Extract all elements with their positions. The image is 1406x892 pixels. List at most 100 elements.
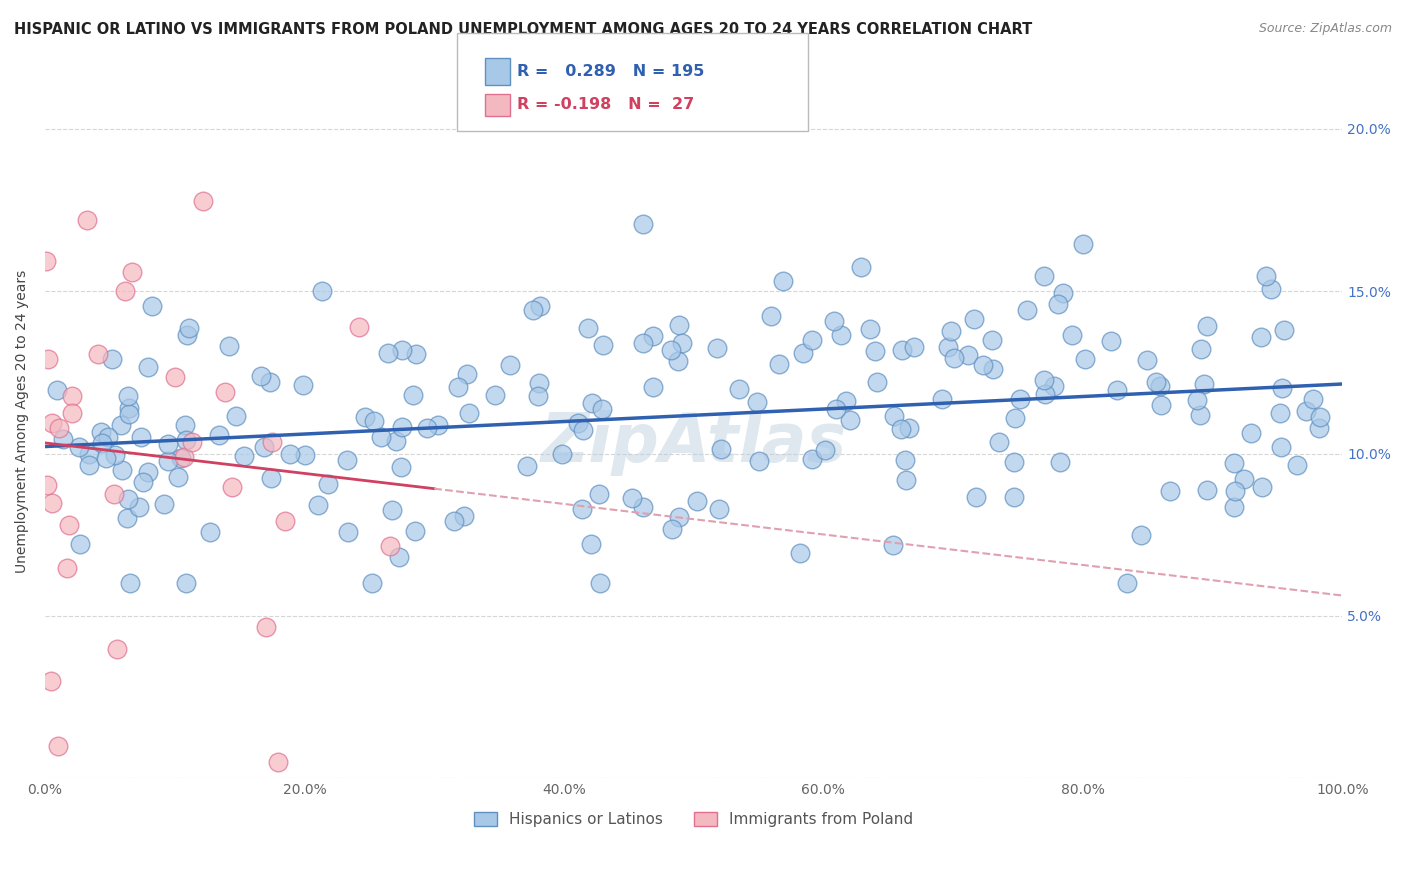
Point — [141, 299, 163, 313]
Point — [939, 324, 962, 338]
Point — [1250, 480, 1272, 494]
Point — [1071, 237, 1094, 252]
Point — [1272, 322, 1295, 336]
Point — [174, 417, 197, 432]
Point — [747, 395, 769, 409]
Point — [1150, 398, 1173, 412]
Point — [138, 465, 160, 479]
Point — [1144, 375, 1167, 389]
Point — [37, 352, 59, 367]
Point — [728, 383, 751, 397]
Legend: Hispanics or Latinos, Immigrants from Poland: Hispanics or Latinos, Immigrants from Po… — [467, 805, 921, 835]
Point — [60, 389, 83, 403]
Point — [527, 389, 550, 403]
Point — [174, 576, 197, 591]
Point — [91, 436, 114, 450]
Point — [581, 396, 603, 410]
Point — [363, 414, 385, 428]
Point — [1035, 386, 1057, 401]
Point — [1185, 393, 1208, 408]
Point — [768, 357, 790, 371]
Point — [118, 401, 141, 415]
Point — [1223, 484, 1246, 499]
Point — [426, 418, 449, 433]
Point — [1254, 268, 1277, 283]
Point — [1043, 379, 1066, 393]
Point — [962, 312, 984, 326]
Point — [121, 265, 143, 279]
Point — [218, 338, 240, 352]
Point — [94, 450, 117, 465]
Point — [117, 491, 139, 506]
Point — [105, 642, 128, 657]
Point — [174, 433, 197, 447]
Point — [110, 417, 132, 432]
Point — [156, 437, 179, 451]
Point — [336, 525, 359, 540]
Point — [37, 478, 59, 492]
Point — [631, 500, 654, 514]
Point — [1302, 392, 1324, 406]
Point — [1195, 318, 1218, 333]
Point — [34, 254, 56, 268]
Point — [981, 333, 1004, 347]
Point — [588, 487, 610, 501]
Point — [52, 432, 75, 446]
Point — [46, 739, 69, 753]
Point — [336, 452, 359, 467]
Point — [1189, 409, 1212, 423]
Point — [232, 449, 254, 463]
Point — [1107, 383, 1129, 397]
Point — [792, 346, 814, 360]
Point — [581, 537, 603, 551]
Point — [254, 619, 277, 633]
Point — [621, 491, 644, 505]
Point — [659, 343, 682, 358]
Point — [1260, 282, 1282, 296]
Point — [177, 321, 200, 335]
Point — [592, 338, 614, 352]
Point — [972, 359, 994, 373]
Point — [163, 370, 186, 384]
Point — [1017, 302, 1039, 317]
Point — [1032, 268, 1054, 283]
Point — [1002, 490, 1025, 504]
Point — [173, 450, 195, 464]
Point — [956, 348, 979, 362]
Point — [882, 538, 904, 552]
Point — [111, 463, 134, 477]
Point — [515, 459, 537, 474]
Point — [567, 416, 589, 430]
Point — [839, 413, 862, 427]
Point — [131, 475, 153, 489]
Point — [661, 522, 683, 536]
Point — [260, 435, 283, 450]
Point — [1099, 334, 1122, 349]
Point — [77, 447, 100, 461]
Text: HISPANIC OR LATINO VS IMMIGRANTS FROM POLAND UNEMPLOYMENT AMONG AGES 20 TO 24 YE: HISPANIC OR LATINO VS IMMIGRANTS FROM PO… — [14, 22, 1032, 37]
Point — [76, 213, 98, 227]
Point — [529, 299, 551, 313]
Point — [354, 409, 377, 424]
Point — [291, 377, 314, 392]
Point — [1060, 328, 1083, 343]
Point — [903, 340, 925, 354]
Point — [801, 451, 824, 466]
Point — [103, 487, 125, 501]
Point — [274, 514, 297, 528]
Point — [883, 409, 905, 423]
Point — [267, 755, 290, 769]
Point — [117, 511, 139, 525]
Point — [86, 346, 108, 360]
Point — [686, 494, 709, 508]
Point — [890, 422, 912, 436]
Point — [965, 491, 987, 505]
Point — [391, 459, 413, 474]
Point — [1136, 352, 1159, 367]
Point — [823, 314, 845, 328]
Point — [748, 454, 770, 468]
Point — [225, 409, 247, 423]
Point — [1010, 392, 1032, 406]
Point — [550, 447, 572, 461]
Point — [97, 430, 120, 444]
